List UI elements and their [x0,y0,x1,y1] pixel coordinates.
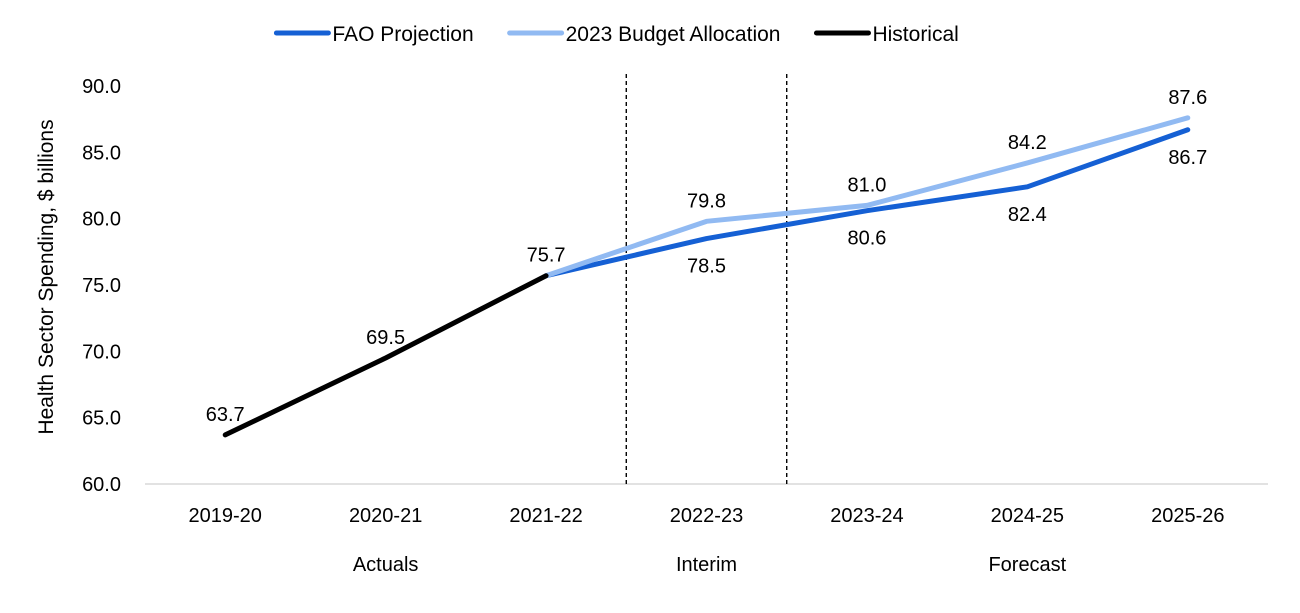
data-label: 79.8 [687,190,726,212]
y-tick-label: 90.0 [82,76,121,98]
x-tick-label: 2024-25 [991,505,1064,527]
legend-label: Historical [872,23,958,46]
data-label: 86.7 [1168,147,1207,169]
y-tick-label: 75.0 [82,275,121,297]
period-group-label: Actuals [353,554,419,576]
legend-label: FAO Projection [332,23,473,46]
y-tick-label: 70.0 [82,341,121,363]
data-label: 82.4 [1008,204,1047,226]
y-tick-label: 65.0 [82,408,121,430]
x-tick-label: 2021-22 [509,505,582,527]
y-axis-title: Health Sector Spending, $ billions [35,119,58,434]
period-group-label: Forecast [988,554,1066,576]
x-tick-label: 2019-20 [189,505,262,527]
series-line-fao-projection [543,127,1191,279]
data-label: 87.6 [1168,87,1207,109]
data-label: 80.6 [847,228,886,250]
series-line-historical [222,273,549,438]
data-label: 63.7 [206,404,245,426]
y-tick-label: 85.0 [82,142,121,164]
x-tick-label: 2023-24 [830,505,903,527]
data-label: 75.7 [527,245,566,267]
data-label: 84.2 [1008,132,1047,154]
period-group-label: Interim [676,554,737,576]
y-tick-label: 60.0 [82,474,121,496]
series-line-2023-budget-allocation [543,115,1191,279]
x-tick-label: 2020-21 [349,505,422,527]
y-tick-label: 80.0 [82,209,121,231]
data-label: 81.0 [847,174,886,196]
x-tick-label: 2022-23 [670,505,743,527]
data-label: 78.5 [687,256,726,278]
x-tick-label: 2025-26 [1151,505,1224,527]
data-label: 69.5 [366,327,405,349]
legend-label: 2023 Budget Allocation [566,23,781,46]
